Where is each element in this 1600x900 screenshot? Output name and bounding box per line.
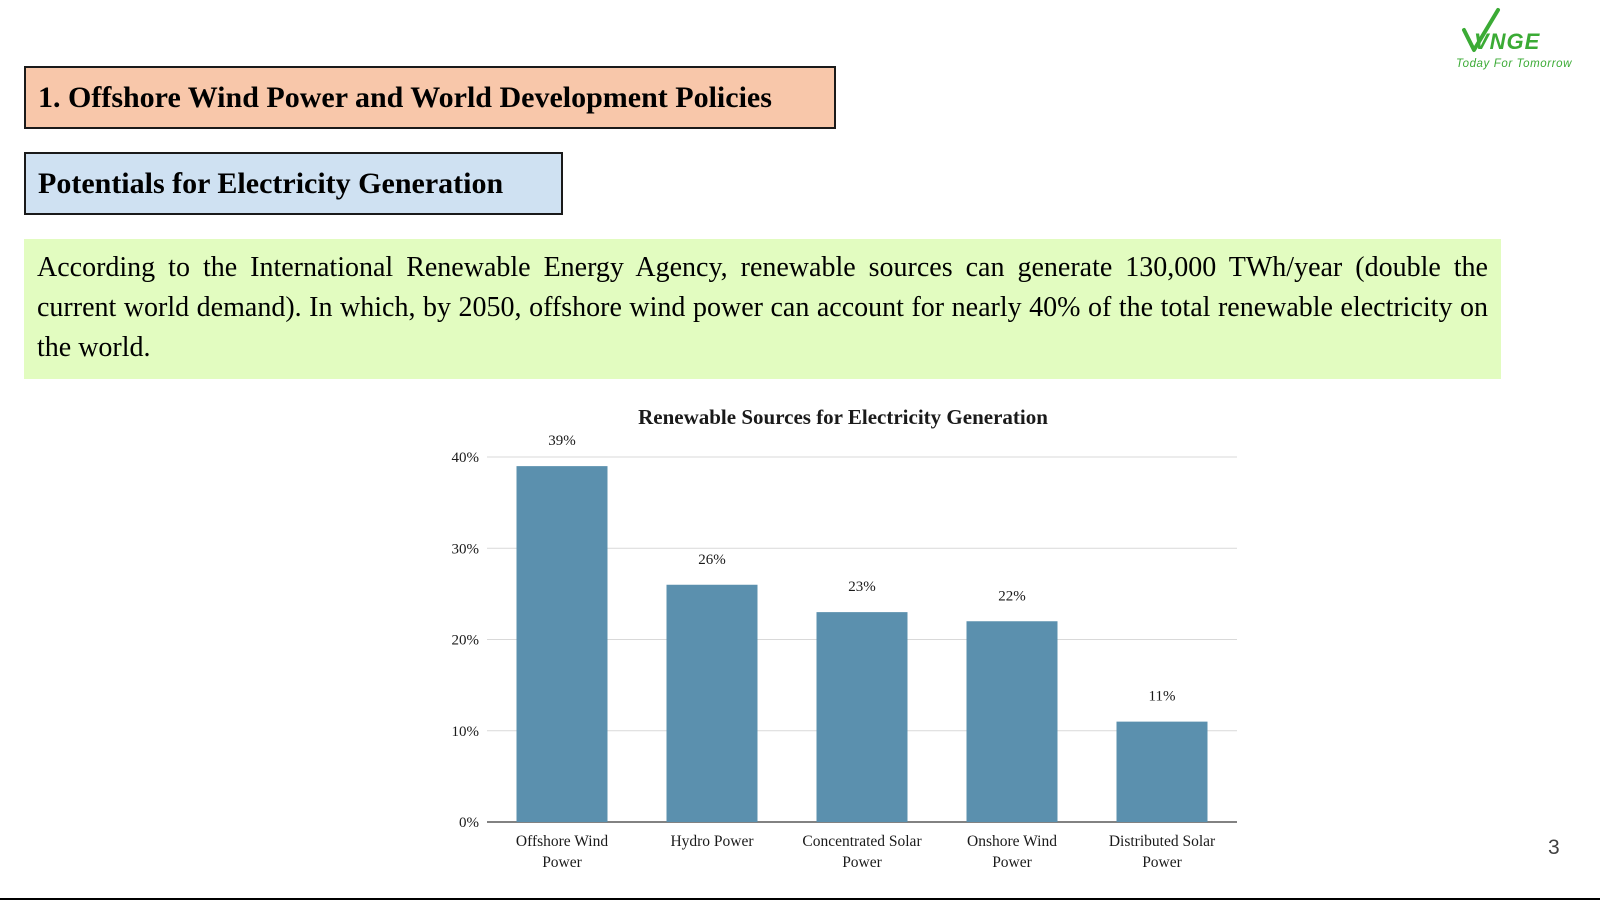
x-tick-label: Concentrated Solar (802, 833, 922, 850)
x-tick-label: Power (842, 854, 882, 871)
bar (516, 466, 608, 822)
bar (816, 612, 908, 822)
x-tick-label: Offshore Wind (516, 833, 608, 850)
logo-mark: VNGE (1474, 29, 1541, 54)
bottom-rule (0, 898, 1600, 900)
y-tick-label: 10% (452, 724, 480, 740)
y-tick-label: 40% (452, 450, 480, 466)
sub-title-text: Potentials for Electricity Generation (38, 166, 504, 200)
data-label: 26% (698, 552, 726, 568)
chart-title: Renewable Sources for Electricity Genera… (638, 405, 1048, 429)
y-tick-label: 20% (452, 633, 480, 649)
y-tick-label: 30% (452, 541, 480, 557)
data-label: 23% (848, 579, 876, 595)
vnge-logo: VNGE (1462, 8, 1541, 54)
x-tick-label: Hydro Power (670, 833, 754, 850)
intro-paragraph: According to the International Renewable… (24, 239, 1501, 379)
section-title: 1. Offshore Wind Power and World Develop… (24, 66, 836, 129)
labels: 0% 10% 20% 30% 40% 39% Offshore Wind Power 26% Hy… (452, 433, 1217, 871)
x-tick-label: Power (992, 854, 1032, 871)
sub-title: Potentials for Electricity Generation (24, 152, 563, 215)
bar (1116, 721, 1208, 822)
data-label: 39% (548, 433, 576, 449)
intro-text: According to the International Renewable… (37, 252, 1488, 363)
data-label: 22% (998, 588, 1026, 604)
x-tick-label: Power (542, 854, 582, 871)
x-tick-label: Power (1142, 854, 1182, 871)
x-tick-label: Distributed Solar (1109, 833, 1216, 850)
page-number: 3 (1548, 836, 1560, 859)
logo-swoosh-icon (1462, 8, 1500, 52)
y-tick-label: 0% (459, 815, 479, 831)
data-label: 11% (1149, 689, 1176, 705)
bar (966, 621, 1058, 822)
x-tick-label: Onshore Wind (967, 833, 1057, 850)
bar (666, 584, 758, 822)
bars (516, 466, 1208, 822)
section-title-text: 1. Offshore Wind Power and World Develop… (38, 80, 772, 114)
logo-tagline: Today For Tomorrow (1456, 58, 1573, 70)
